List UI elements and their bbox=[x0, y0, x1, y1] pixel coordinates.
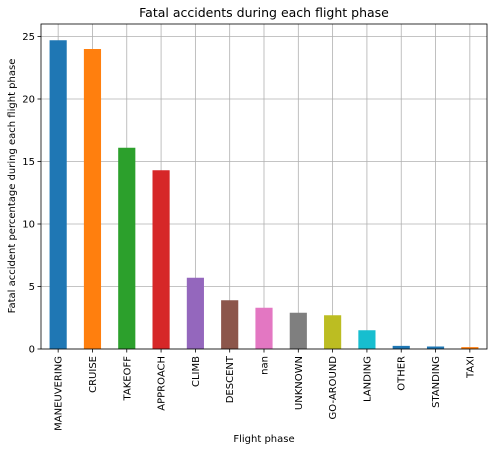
x-tick-label: UNKNOWN bbox=[294, 356, 305, 410]
bar bbox=[152, 170, 170, 349]
bars bbox=[49, 40, 479, 349]
bar bbox=[289, 312, 307, 349]
x-tick-label: CLIMB bbox=[191, 356, 202, 387]
y-tick-label: 20 bbox=[22, 95, 35, 106]
y-tick-label: 15 bbox=[22, 157, 35, 168]
bar bbox=[324, 315, 342, 349]
x-axis-label: Flight phase bbox=[233, 434, 294, 445]
x-tick-label: APPROACH bbox=[157, 356, 168, 411]
x-tick-label: OTHER bbox=[397, 356, 408, 391]
x-tick-label: STANDING bbox=[431, 356, 442, 408]
bar bbox=[461, 347, 479, 349]
y-tick-label: 0 bbox=[29, 345, 35, 356]
y-tick-label: 25 bbox=[22, 32, 35, 43]
x-tick-label: TAKEOFF bbox=[122, 356, 133, 402]
bar bbox=[358, 330, 376, 349]
bar bbox=[255, 307, 273, 349]
bar bbox=[186, 277, 204, 349]
x-tick-label: nan bbox=[260, 356, 271, 375]
bar bbox=[49, 40, 67, 349]
bar bbox=[426, 346, 445, 349]
x-tick-label: TAXI bbox=[465, 356, 476, 379]
x-tick-label: DESCENT bbox=[225, 355, 236, 403]
x-axis-ticks: MANEUVERING CRUISE TAKEOFF APPROACH CLIMB DES… bbox=[54, 349, 476, 431]
x-tick-label: LANDING bbox=[362, 356, 373, 402]
grid bbox=[41, 24, 487, 350]
x-tick-label: MANEUVERING bbox=[54, 356, 65, 431]
x-tick-label: CRUISE bbox=[88, 356, 99, 393]
y-axis-ticks: 0 5 10 15 20 25 bbox=[22, 32, 41, 356]
y-tick-label: 10 bbox=[22, 220, 35, 231]
bar bbox=[221, 300, 239, 349]
bar bbox=[392, 345, 410, 349]
bar bbox=[83, 49, 102, 349]
y-axis-label: Fatal accident percentage during each fl… bbox=[7, 59, 18, 314]
x-tick-label: GO-AROUND bbox=[328, 356, 339, 420]
y-tick-label: 5 bbox=[29, 282, 35, 293]
chart-title: Fatal accidents during each flight phase bbox=[139, 5, 389, 20]
bar bbox=[118, 147, 136, 349]
